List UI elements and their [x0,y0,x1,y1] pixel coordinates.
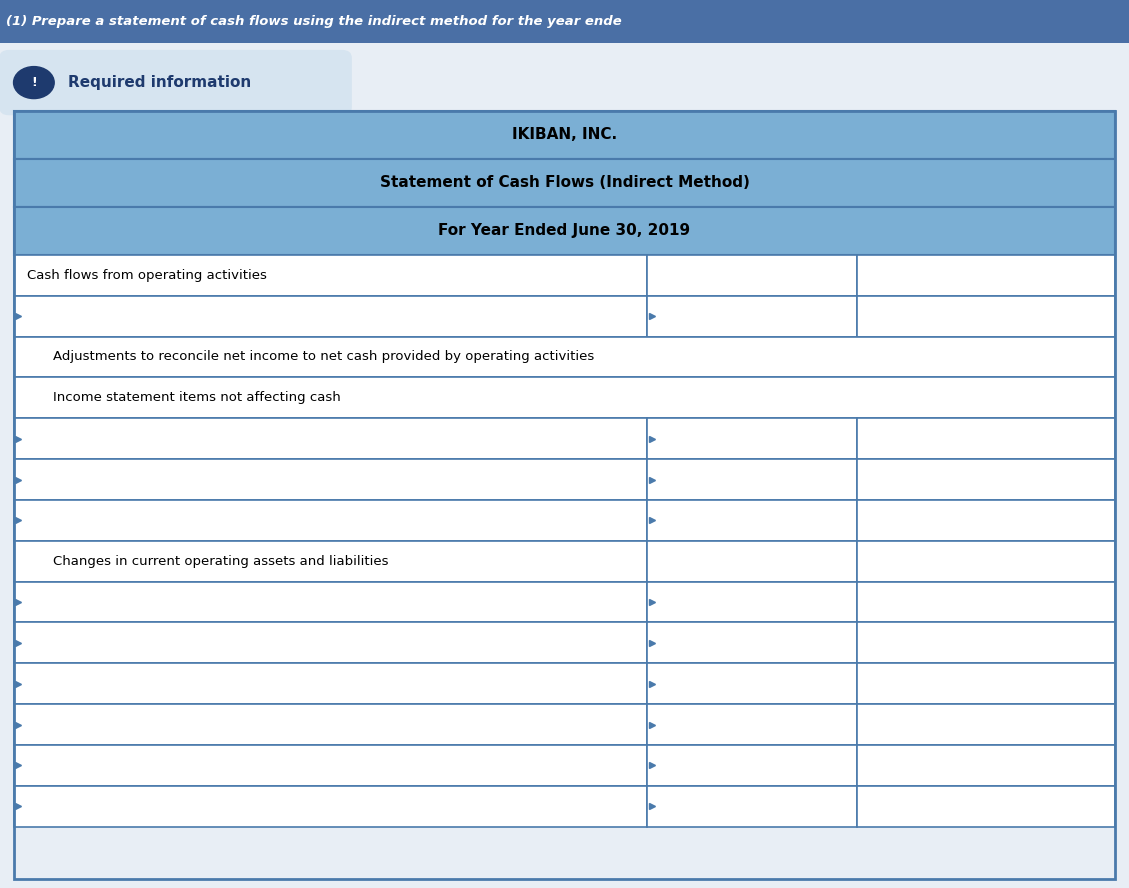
Text: Income statement items not affecting cash: Income statement items not affecting cas… [53,392,341,404]
Bar [857,500,1115,541]
Bar [857,541,1115,582]
Text: For Year Ended June 30, 2019: For Year Ended June 30, 2019 [438,224,691,238]
Bar [857,582,1115,622]
Bar [14,745,647,786]
Bar [647,745,857,786]
Bar [647,582,857,622]
Bar [857,622,1115,663]
Text: Required information: Required information [68,75,251,90]
Bar [14,337,1115,377]
Bar [14,582,647,622]
Bar [857,704,1115,745]
Bar [14,296,647,337]
Bar [0,0,1129,43]
Bar [14,622,647,663]
Text: Changes in current operating assets and liabilities: Changes in current operating assets and … [53,555,388,567]
Bar [857,459,1115,500]
Bar [647,704,857,745]
Bar [857,418,1115,459]
Bar [647,622,857,663]
Text: Cash flows from operating activities: Cash flows from operating activities [27,269,266,281]
Bar [647,541,857,582]
FancyBboxPatch shape [0,51,351,115]
Bar [857,663,1115,704]
Bar [647,255,857,296]
Bar [14,111,1115,159]
Circle shape [14,67,54,99]
Bar [857,296,1115,337]
Bar [14,159,1115,207]
Bar [14,704,647,745]
Text: IKIBAN, INC.: IKIBAN, INC. [511,128,618,142]
Bar [14,418,647,459]
Bar [14,207,1115,255]
Bar [857,255,1115,296]
Bar [647,296,857,337]
Bar [14,500,647,541]
Bar [647,786,857,827]
Bar [14,377,1115,418]
Bar [14,111,1115,879]
Text: !: ! [30,76,37,89]
Text: (1) Prepare a statement of cash flows using the indirect method for the year end: (1) Prepare a statement of cash flows us… [6,15,621,28]
Bar [857,786,1115,827]
Bar [14,663,647,704]
Bar [14,541,647,582]
Bar [647,663,857,704]
Text: Adjustments to reconcile net income to net cash provided by operating activities: Adjustments to reconcile net income to n… [53,351,594,363]
Bar [14,786,647,827]
Bar [14,459,647,500]
Bar [647,418,857,459]
Bar [647,459,857,500]
Bar [14,255,647,296]
Bar [647,500,857,541]
Bar [857,745,1115,786]
Text: Statement of Cash Flows (Indirect Method): Statement of Cash Flows (Indirect Method… [379,176,750,190]
